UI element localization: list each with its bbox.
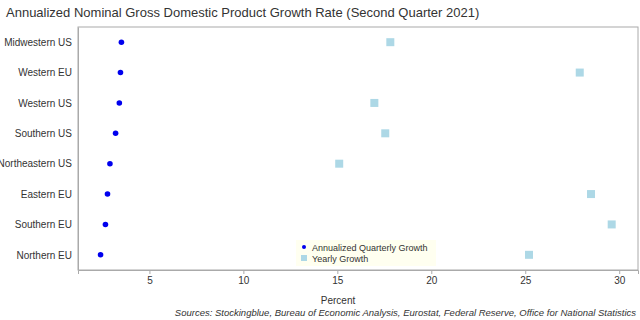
- dot-marker: [107, 161, 113, 167]
- x-tick-mark: [525, 270, 526, 274]
- legend-swatch: [301, 255, 307, 261]
- dot-marker: [98, 252, 104, 258]
- y-tick-label: Midwestern US: [4, 37, 72, 48]
- x-tick-label: 20: [426, 275, 438, 286]
- x-tick-mark: [337, 270, 338, 274]
- x-axis-line: [79, 271, 639, 275]
- y-tick-label: Western EU: [18, 67, 72, 78]
- y-tick: Eastern EU: [21, 189, 78, 200]
- plot-frame: [78, 27, 638, 270]
- y-tick-label: Southern US: [15, 128, 73, 139]
- square-marker: [381, 129, 389, 137]
- x-tick-mark: [431, 270, 432, 274]
- square-marker: [525, 251, 533, 259]
- series: [98, 39, 124, 257]
- y-tick: Western EU: [18, 67, 78, 78]
- y-tick: Northern EU: [16, 250, 78, 261]
- y-tick-label: Northern EU: [16, 250, 72, 261]
- y-tick: Southern EU: [15, 219, 78, 230]
- x-axis: 5 10 15 20 25 30: [79, 270, 639, 286]
- x-tick-label: 15: [332, 275, 344, 286]
- legend-swatch: [302, 245, 306, 249]
- x-tick: 10: [238, 270, 250, 286]
- dot-marker: [105, 191, 111, 197]
- x-tick-label: 30: [614, 275, 626, 286]
- legend-label: Yearly Growth: [312, 254, 368, 264]
- legend-box: [296, 240, 436, 266]
- square-marker: [576, 69, 584, 77]
- title: Annualized Nominal Gross Domestic Produc…: [6, 5, 479, 20]
- y-tick-label: Northeastern US: [0, 158, 72, 169]
- annotation: Sources: Stockingblue, Bureau of Economi…: [175, 307, 636, 318]
- legend-label: Annualized Quarterly Growth: [312, 243, 428, 253]
- x-tick-mark: [243, 270, 244, 274]
- x-tick: 5: [147, 270, 153, 286]
- y-axis-line: [78, 28, 79, 271]
- y-tick-label: Southern EU: [15, 219, 72, 230]
- x-tick-label: 25: [520, 275, 532, 286]
- x-tick-label: 10: [238, 275, 250, 286]
- square-marker: [386, 38, 394, 46]
- square-marker: [608, 220, 616, 228]
- y-tick: Western US: [18, 98, 78, 109]
- x-tick: 15: [332, 270, 344, 286]
- x-tick-label: 5: [147, 275, 153, 286]
- y-tick: Northeastern US: [0, 158, 78, 169]
- x-tick-mark: [619, 270, 620, 274]
- y-tick-label: Western US: [18, 98, 72, 109]
- x-tick-mark: [149, 270, 150, 274]
- x-tick: 30: [614, 270, 626, 286]
- x-tick: 25: [520, 270, 532, 286]
- dot-marker: [119, 39, 125, 45]
- series: [335, 38, 615, 259]
- chart: Annualized Nominal Gross Domestic Produc…: [0, 0, 640, 320]
- marks: [98, 38, 616, 259]
- y-tick: Southern US: [15, 128, 78, 139]
- square-marker: [587, 190, 595, 198]
- x-axis-title: Percent: [321, 295, 356, 306]
- legend: Annualized Quarterly GrowthYearly Growth: [296, 240, 436, 266]
- x-tick: 20: [426, 270, 438, 286]
- dot-marker: [117, 100, 123, 106]
- y-tick-label: Eastern EU: [21, 189, 72, 200]
- plot: 5 10 15 20 25 30 Midwestern US Western EU Wester…: [0, 27, 639, 286]
- y-tick: Midwestern US: [4, 37, 78, 48]
- square-marker: [370, 99, 378, 107]
- dot-marker: [118, 70, 124, 76]
- square-marker: [335, 160, 343, 168]
- y-axis: Midwestern US Western EU Western US Souther…: [0, 28, 79, 271]
- dot-marker: [103, 222, 109, 228]
- dot-marker: [113, 131, 119, 137]
